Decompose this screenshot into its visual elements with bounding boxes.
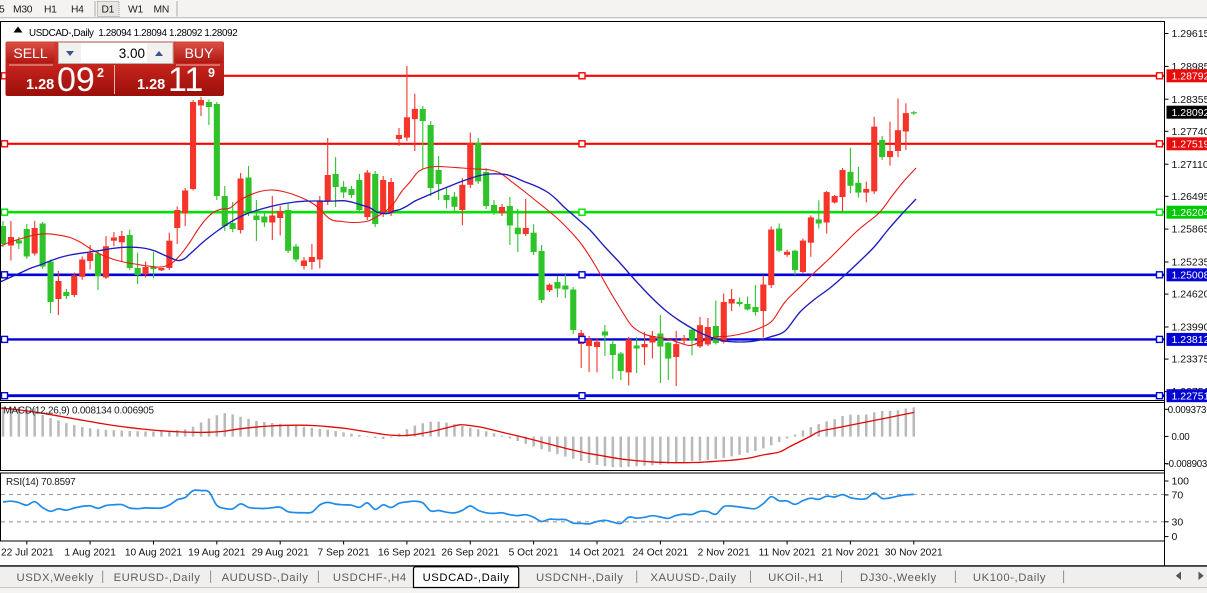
svg-text:RSI(14) 70.8597: RSI(14) 70.8597 [6, 477, 75, 488]
svg-text:1.25865: 1.25865 [1172, 224, 1207, 236]
svg-text:24 Oct 2021: 24 Oct 2021 [633, 548, 689, 559]
svg-text:16 Sep 2021: 16 Sep 2021 [378, 548, 436, 559]
svg-text:100: 100 [1172, 476, 1190, 488]
svg-text:1.23990: 1.23990 [1172, 322, 1207, 334]
svg-text:0.00: 0.00 [1172, 432, 1191, 443]
svg-text:70: 70 [1172, 490, 1184, 502]
svg-text:22 Jul 2021: 22 Jul 2021 [1, 548, 54, 559]
svg-text:1.28355: 1.28355 [1172, 94, 1207, 106]
svg-text:USDX,Weekly: USDX,Weekly [16, 572, 93, 584]
svg-text:AUDUSD-,Daily: AUDUSD-,Daily [222, 572, 309, 584]
svg-text:7 Sep 2021: 7 Sep 2021 [318, 548, 370, 559]
svg-text:09: 09 [57, 61, 95, 99]
svg-text:1.25235: 1.25235 [1172, 257, 1207, 269]
svg-text:3.00: 3.00 [119, 46, 145, 61]
svg-text:M30: M30 [13, 5, 33, 16]
svg-text:USDCAD-,Daily 1.28094 1.28094: USDCAD-,Daily 1.28094 1.28094 1.28092 1.… [29, 28, 237, 39]
svg-text:UKOil-,H1: UKOil-,H1 [768, 572, 824, 584]
svg-text:W1: W1 [128, 5, 143, 16]
svg-text:21 Nov 2021: 21 Nov 2021 [822, 548, 880, 559]
svg-text:1.26495: 1.26495 [1172, 191, 1207, 203]
svg-text:1.27519: 1.27519 [1172, 138, 1207, 150]
svg-text:26 Sep 2021: 26 Sep 2021 [441, 548, 499, 559]
svg-text:1.26204: 1.26204 [1172, 207, 1207, 219]
svg-text:BUY: BUY [185, 45, 214, 61]
svg-text:MN: MN [154, 5, 170, 16]
svg-text:UK100-,Daily: UK100-,Daily [973, 572, 1046, 584]
svg-text:11 Nov 2021: 11 Nov 2021 [759, 548, 816, 559]
svg-text:USDCNH-,Daily: USDCNH-,Daily [536, 572, 624, 584]
svg-text:MACD(12,26,9) 0.008134 0.00690: MACD(12,26,9) 0.008134 0.006905 [4, 406, 155, 417]
svg-text:19 Aug 2021: 19 Aug 2021 [188, 548, 246, 559]
svg-text:11: 11 [168, 61, 203, 99]
svg-text:XAUUSD-,Daily: XAUUSD-,Daily [650, 572, 736, 584]
svg-text:30 Nov 2021: 30 Nov 2021 [885, 548, 943, 559]
svg-text:D1: D1 [102, 5, 115, 16]
svg-text:1.28: 1.28 [26, 77, 54, 93]
svg-text:14 Oct 2021: 14 Oct 2021 [569, 548, 625, 559]
svg-text:SELL: SELL [13, 45, 47, 61]
svg-text:USDCAD-,Daily: USDCAD-,Daily [423, 572, 510, 584]
svg-text:1.24620: 1.24620 [1172, 289, 1207, 301]
svg-text:30: 30 [1172, 516, 1184, 528]
svg-text:1.23375: 1.23375 [1172, 354, 1207, 366]
svg-text:1.25008: 1.25008 [1172, 269, 1207, 281]
svg-text:-0.008903: -0.008903 [1166, 459, 1207, 470]
svg-text:10 Aug 2021: 10 Aug 2021 [125, 548, 183, 559]
svg-text:1.22751: 1.22751 [1172, 390, 1207, 402]
svg-text:29 Aug 2021: 29 Aug 2021 [252, 548, 310, 559]
svg-text:5: 5 [0, 5, 5, 16]
svg-text:H4: H4 [71, 5, 84, 16]
svg-text:2 Nov 2021: 2 Nov 2021 [698, 548, 750, 559]
svg-text:1.29615: 1.29615 [1172, 28, 1207, 40]
svg-text:2: 2 [97, 66, 104, 80]
svg-text:9: 9 [208, 66, 215, 80]
svg-text:H1: H1 [44, 5, 57, 16]
svg-text:1.23812: 1.23812 [1172, 334, 1207, 346]
svg-text:5 Oct 2021: 5 Oct 2021 [509, 548, 559, 559]
svg-text:1.28792: 1.28792 [1172, 70, 1207, 82]
svg-text:1.28092: 1.28092 [1172, 107, 1207, 119]
svg-text:1.27740: 1.27740 [1172, 126, 1207, 138]
svg-text:1 Aug 2021: 1 Aug 2021 [64, 548, 116, 559]
svg-text:USDCHF-,H4: USDCHF-,H4 [333, 572, 407, 584]
svg-text:1.27110: 1.27110 [1172, 159, 1207, 171]
svg-text:EURUSD-,Daily: EURUSD-,Daily [114, 572, 201, 584]
svg-text:0: 0 [1172, 531, 1178, 543]
svg-text:0.009373: 0.009373 [1168, 405, 1206, 416]
svg-text:DJ30-,Weekly: DJ30-,Weekly [860, 572, 937, 584]
svg-text:1.28: 1.28 [137, 77, 165, 93]
